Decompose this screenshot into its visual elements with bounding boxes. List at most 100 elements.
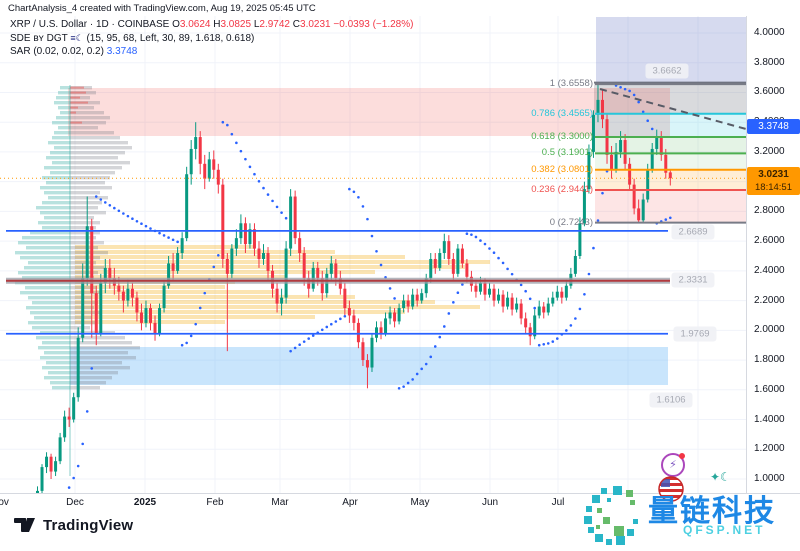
candle-body bbox=[573, 255, 577, 274]
sar-dot bbox=[537, 343, 541, 347]
sar-dot bbox=[375, 249, 378, 253]
legend-symbol-row[interactable]: XRP / U.S. Dollar · 1D · COINBASE O3.062… bbox=[10, 19, 413, 30]
candle-body bbox=[361, 342, 365, 361]
candle-body bbox=[564, 285, 568, 298]
candle-body bbox=[492, 288, 496, 301]
candle-body bbox=[388, 312, 392, 319]
sar-dot bbox=[221, 120, 225, 124]
candle-body bbox=[406, 300, 410, 307]
legend-sar-row[interactable]: SAR (0.02, 0.02, 0.2) 3.3748 bbox=[10, 46, 137, 57]
sar-dot bbox=[99, 198, 103, 201]
sar-dot bbox=[637, 100, 640, 104]
candle-body bbox=[49, 456, 53, 472]
candle-body bbox=[275, 288, 279, 304]
sar-dot bbox=[131, 217, 134, 221]
time-tick: Jun bbox=[481, 497, 499, 508]
candle-body bbox=[668, 172, 672, 179]
tradingview-logo[interactable]: TradingView bbox=[14, 515, 133, 535]
price-tick: 1.6000 bbox=[754, 383, 785, 395]
price-tick: 1.8000 bbox=[754, 354, 785, 366]
candle-body bbox=[519, 303, 523, 319]
candle-body bbox=[298, 238, 302, 254]
sar-dot bbox=[632, 93, 636, 97]
flag-badge-icon[interactable] bbox=[658, 476, 684, 502]
price-axis[interactable]: 4.00003.80003.60003.40003.20003.00002.80… bbox=[746, 16, 800, 493]
candle-body bbox=[650, 148, 654, 170]
moon-theme-icon[interactable]: ✦☾ bbox=[710, 470, 731, 484]
sar-dot bbox=[587, 272, 591, 276]
sar-dot bbox=[533, 306, 536, 310]
sar-dot bbox=[393, 297, 396, 300]
candle-body bbox=[560, 291, 564, 298]
last-price: 3.0231 bbox=[758, 169, 789, 180]
close-value: 3.0231 bbox=[300, 19, 331, 30]
candle-body bbox=[646, 169, 650, 200]
sar-dot bbox=[275, 205, 279, 209]
watermark-brand: 量链科技 bbox=[648, 495, 776, 528]
candle-body bbox=[153, 322, 157, 334]
lines-layer[interactable] bbox=[0, 81, 747, 335]
change-value: −0.0393 (−1.28%) bbox=[333, 19, 414, 30]
sde-moon-icon: ≡☾ bbox=[70, 33, 84, 43]
notification-dot bbox=[679, 453, 685, 459]
candle-body bbox=[117, 285, 121, 292]
sar-dot bbox=[90, 367, 94, 370]
sar-dot bbox=[149, 227, 152, 230]
sar-dot bbox=[302, 340, 306, 343]
tradingview-mark-icon bbox=[14, 518, 35, 532]
sar-dot bbox=[72, 476, 75, 480]
candle-body bbox=[356, 322, 360, 343]
candle-body bbox=[76, 337, 80, 398]
candle-body bbox=[429, 258, 433, 279]
sar-dot bbox=[456, 291, 460, 295]
symbol-title: XRP / U.S. Dollar · 1D · COINBASE bbox=[10, 19, 170, 30]
sar-dot bbox=[307, 337, 311, 340]
sar-dot bbox=[76, 464, 80, 468]
sar-dot bbox=[348, 187, 351, 191]
price-tick: 1.4000 bbox=[754, 413, 785, 425]
sar-dot bbox=[339, 317, 342, 321]
sar-dot bbox=[113, 206, 116, 210]
candle-body bbox=[144, 308, 148, 323]
boost-lightning-icon[interactable]: ⚡ bbox=[661, 453, 685, 477]
sar-dot bbox=[194, 322, 197, 326]
candle-body bbox=[320, 278, 324, 294]
fib-level-label: 0.382 (3.0801) bbox=[531, 163, 593, 175]
candle-body bbox=[171, 263, 175, 271]
fib-level-label: 1 (3.6558) bbox=[549, 78, 593, 90]
candle-body bbox=[189, 148, 193, 175]
sar-dot bbox=[189, 334, 193, 338]
candle-body bbox=[546, 303, 550, 313]
legend-sde-row[interactable]: SDE ʙʏ DGT ≡☾ (15, 95, 68, Left, 30, 89,… bbox=[10, 33, 254, 44]
candles-layer[interactable] bbox=[36, 83, 672, 512]
sar-dot bbox=[669, 216, 672, 220]
candle-body bbox=[619, 140, 623, 152]
price-tick: 3.2000 bbox=[754, 145, 785, 157]
sar-dot bbox=[298, 343, 301, 347]
candle-body bbox=[510, 297, 514, 310]
candle-body bbox=[176, 253, 180, 271]
candle-body bbox=[126, 288, 130, 301]
sar-dot bbox=[542, 343, 546, 346]
sar-dot bbox=[443, 325, 446, 328]
sar-dot bbox=[262, 186, 265, 190]
sar-dot bbox=[420, 367, 424, 371]
candle-body bbox=[582, 189, 586, 224]
sar-dot bbox=[470, 233, 473, 236]
sar-dot bbox=[528, 297, 532, 301]
sar-indicator-name: SAR (0.02, 0.02, 0.2) bbox=[10, 46, 104, 57]
sar-dot bbox=[108, 203, 112, 207]
tradingview-wordmark: TradingView bbox=[43, 516, 134, 534]
candle-body bbox=[103, 267, 107, 283]
sar-dot bbox=[474, 235, 478, 239]
qfsp-logo-icon bbox=[584, 486, 638, 545]
sar-dot bbox=[556, 337, 559, 340]
sar-dot bbox=[162, 234, 166, 237]
sar-dot bbox=[361, 205, 365, 208]
watermark-domain: QFSP.NET bbox=[683, 523, 766, 537]
sar-dot bbox=[366, 217, 369, 221]
price-tick: 2.2000 bbox=[754, 294, 785, 306]
candle-body bbox=[555, 291, 559, 298]
